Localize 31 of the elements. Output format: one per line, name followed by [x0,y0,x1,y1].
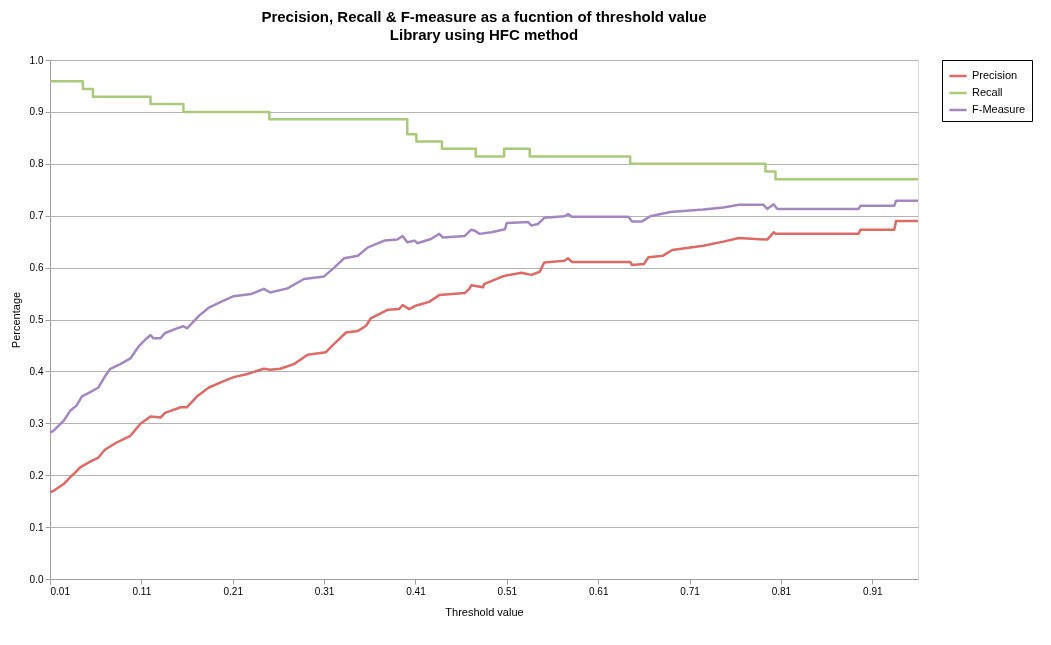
x-tick-label: 0.91 [863,585,883,597]
legend-label: Recall [972,86,1003,98]
x-tick-label: 0.21 [223,585,244,597]
legend-label: F-Measure [972,103,1026,115]
y-tick-label: 0.9 [29,106,44,118]
y-tick-label: 0.6 [29,262,44,274]
y-tick-label: 0.4 [29,365,44,377]
y-tick-label: 0.0 [29,573,44,585]
y-tick-label: 0.3 [29,417,44,429]
y-tick-label: 0.2 [29,469,44,481]
x-axis-title: Threshold value [445,605,524,618]
line-series [48,199,920,434]
line-series [48,219,920,494]
chart-subtitle: Library using HFC method [389,26,579,43]
y-tick-label: 0.7 [29,210,44,222]
x-tick-label: 0.31 [314,585,335,597]
y-tick-label: 1.0 [29,54,44,66]
x-tick-label: 0.61 [588,585,609,597]
y-tick-label: 0.1 [29,521,44,533]
x-tick-label: 0.51 [497,585,518,597]
legend-label: Precision [972,69,1018,81]
chart-title: Precision, Recall & F-measure as a fucntion of threshold value [261,8,707,25]
y-tick-label: 0.8 [29,158,44,170]
line-series [48,80,920,181]
x-tick-label: 0.41 [406,585,427,597]
y-axis-title: Percentage [9,291,22,349]
x-tick-label: 0.71 [680,585,701,597]
x-tick-label: 0.01 [50,585,71,597]
y-tick-label: 0.5 [29,314,44,325]
x-tick-label: 0.81 [771,585,792,597]
x-tick-label: 0.11 [132,585,152,597]
